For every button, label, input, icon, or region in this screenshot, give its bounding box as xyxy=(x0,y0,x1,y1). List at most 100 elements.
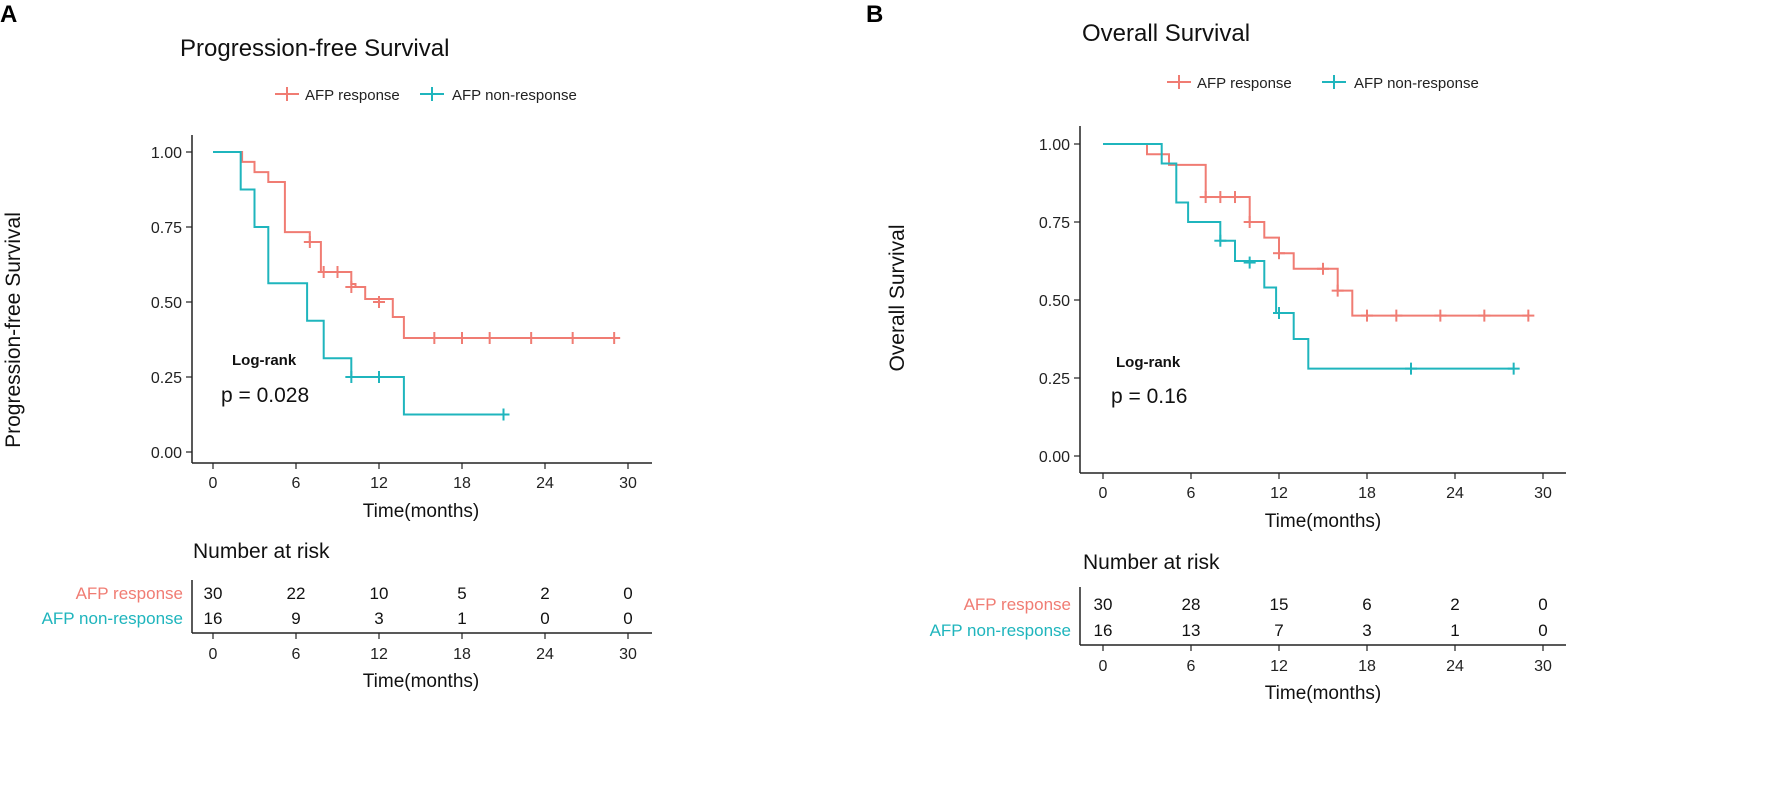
panel-a-risk-count-nonresponse-1: 9 xyxy=(291,609,300,628)
panel-b-x-tick-label-3: 18 xyxy=(1358,485,1376,502)
panel-a-risk-x-axis-label: Time(months) xyxy=(363,671,479,692)
panel-b-censor-marks-response xyxy=(1199,191,1535,322)
panel-b-y-tick-label-4: 1.00 xyxy=(1039,137,1070,154)
panel-a-x-tick-label-3: 18 xyxy=(453,475,471,492)
panel-a-risk-tick-label-4: 24 xyxy=(536,646,554,663)
panel-a-x-tick-label-4: 24 xyxy=(536,475,554,492)
panel-b-legend-nonresponse-label: AFP non-response xyxy=(1354,75,1479,92)
panel-a-curve-response xyxy=(213,151,615,339)
panel-a-risk-tick-label-5: 30 xyxy=(619,646,637,663)
panel-b-x-tick-label-0: 0 xyxy=(1099,485,1108,502)
panel-b-x-ticks: 0 6 12 18 24 30 xyxy=(1099,473,1552,502)
panel-a-risk-count-response-5: 0 xyxy=(623,584,632,603)
panel-b-curve-nonresponse xyxy=(1103,143,1514,370)
panel-b-risk-tick-label-1: 6 xyxy=(1187,658,1196,675)
panel-b-risk-row-label-nonresponse: AFP non-response xyxy=(930,621,1071,640)
panel-a-x-ticks: 0 6 12 18 24 30 xyxy=(209,463,637,492)
panel-b-y-tick-label-3: 0.75 xyxy=(1039,215,1070,232)
panel-a-legend-nonresponse-label: AFP non-response xyxy=(452,87,577,104)
panel-b-risk-count-response-1: 28 xyxy=(1182,595,1201,614)
panel-a-risk-count-response-4: 2 xyxy=(540,584,549,603)
panel-b-risk-count-response-4: 2 xyxy=(1450,595,1459,614)
panel-a-x-tick-label-0: 0 xyxy=(209,475,218,492)
panel-a-risk-tick-label-1: 6 xyxy=(292,646,301,663)
panel-a-label: A xyxy=(0,1,17,28)
panel-b-risk-count-nonresponse-2: 7 xyxy=(1274,621,1283,640)
panel-b-risk-count-nonresponse-5: 0 xyxy=(1538,621,1547,640)
panel-a-risk-count-response-2: 10 xyxy=(370,584,389,603)
panel-a-risk-tick-label-2: 12 xyxy=(370,646,388,663)
panel-a-risk-row-label-nonresponse: AFP non-response xyxy=(42,609,183,628)
panel-a-p-value: p = 0.028 xyxy=(221,384,309,407)
panel-a-risk-count-nonresponse-2: 3 xyxy=(374,609,383,628)
panel-b-risk-count-nonresponse-1: 13 xyxy=(1182,621,1201,640)
panel-a-logrank-label: Log-rank xyxy=(232,352,297,369)
panel-b-risk-count-response-2: 15 xyxy=(1270,595,1289,614)
panel-b-risk-tick-label-0: 0 xyxy=(1099,658,1108,675)
panel-b: B Overall Survival AFP response AFP non-… xyxy=(866,1,1566,704)
panel-b-risk-table: Number at risk AFP response AFP non-resp… xyxy=(930,551,1566,704)
panel-b-y-axis-label: Overall Survival xyxy=(886,224,909,371)
panel-a-risk-table-title: Number at risk xyxy=(193,540,330,563)
panel-b-risk-count-nonresponse-3: 3 xyxy=(1362,621,1371,640)
panel-b-x-tick-label-2: 12 xyxy=(1270,485,1288,502)
panel-b-risk-tick-label-5: 30 xyxy=(1534,658,1552,675)
panel-b-label: B xyxy=(866,1,883,28)
panel-a-y-tick-label-4: 1.00 xyxy=(151,145,182,162)
panel-a-risk-count-response-3: 5 xyxy=(457,584,466,603)
panel-b-risk-count-response-0: 30 xyxy=(1094,595,1113,614)
panel-b-risk-row-label-response: AFP response xyxy=(964,595,1071,614)
panel-b-y-ticks: 0.00 0.25 0.50 0.75 1.00 xyxy=(1039,137,1080,466)
panel-b-risk-x-axis-label: Time(months) xyxy=(1265,683,1381,704)
panel-a-risk-count-nonresponse-4: 0 xyxy=(540,609,549,628)
panel-a-y-tick-label-0: 0.00 xyxy=(151,445,182,462)
panel-a-risk-count-response-0: 30 xyxy=(204,584,223,603)
panel-a-y-tick-label-3: 0.75 xyxy=(151,220,182,237)
panel-a-x-tick-label-1: 6 xyxy=(292,475,301,492)
panel-b-risk-count-nonresponse-4: 1 xyxy=(1450,621,1459,640)
panel-b-x-tick-label-1: 6 xyxy=(1187,485,1196,502)
panel-a-title: Progression-free Survival xyxy=(180,35,449,62)
panel-b-x-tick-label-4: 24 xyxy=(1446,485,1464,502)
panel-a-risk-table: Number at risk AFP response AFP non-resp… xyxy=(42,540,652,692)
panel-b-legend-response-label: AFP response xyxy=(1197,75,1292,92)
panel-a-y-tick-label-2: 0.50 xyxy=(151,295,182,312)
panel-a-risk-count-nonresponse-0: 16 xyxy=(204,609,223,628)
panel-b-legend: AFP response AFP non-response xyxy=(1167,75,1479,92)
panel-a-risk-row-label-response: AFP response xyxy=(76,584,183,603)
panel-b-x-tick-label-5: 30 xyxy=(1534,485,1552,502)
panel-b-x-axis-label: Time(months) xyxy=(1265,511,1381,532)
panel-a-censor-marks-response xyxy=(303,236,621,344)
panel-a: A Progression-free Survival AFP response… xyxy=(0,1,652,692)
panel-a-y-tick-label-1: 0.25 xyxy=(151,370,182,387)
panel-a-x-axis-label: Time(months) xyxy=(363,501,479,522)
panel-a-censor-marks-nonresponse xyxy=(345,371,510,421)
panel-a-x-tick-label-2: 12 xyxy=(370,475,388,492)
panel-a-risk-count-nonresponse-3: 1 xyxy=(457,609,466,628)
panel-b-y-tick-label-2: 0.50 xyxy=(1039,293,1070,310)
panel-b-risk-tick-label-3: 18 xyxy=(1358,658,1376,675)
panel-a-legend-response-label: AFP response xyxy=(305,87,400,104)
panel-a-risk-tick-label-3: 18 xyxy=(453,646,471,663)
panel-b-risk-tick-label-2: 12 xyxy=(1270,658,1288,675)
panel-b-y-tick-label-0: 0.00 xyxy=(1039,449,1070,466)
panel-b-risk-count-nonresponse-0: 16 xyxy=(1094,621,1113,640)
panel-a-y-axis-label: Progression-free Survival xyxy=(2,212,25,448)
panel-b-risk-table-title: Number at risk xyxy=(1083,551,1220,574)
panel-b-logrank-label: Log-rank xyxy=(1116,354,1181,371)
panel-a-y-ticks: 0.00 0.25 0.50 0.75 1.00 xyxy=(151,145,192,462)
panel-b-y-tick-label-1: 0.25 xyxy=(1039,371,1070,388)
panel-a-legend: AFP response AFP non-response xyxy=(275,87,577,104)
panel-b-p-value: p = 0.16 xyxy=(1111,385,1187,408)
panel-a-risk-count-nonresponse-5: 0 xyxy=(623,609,632,628)
panel-a-x-tick-label-5: 30 xyxy=(619,475,637,492)
panel-a-risk-tick-label-0: 0 xyxy=(209,646,218,663)
panel-b-risk-count-response-3: 6 xyxy=(1362,595,1371,614)
panel-b-risk-tick-label-4: 24 xyxy=(1446,658,1464,675)
panel-b-risk-count-response-5: 0 xyxy=(1538,595,1547,614)
panel-b-title: Overall Survival xyxy=(1082,20,1250,47)
panel-a-risk-count-response-1: 22 xyxy=(287,584,306,603)
panel-b-censor-marks-nonresponse xyxy=(1214,234,1520,375)
